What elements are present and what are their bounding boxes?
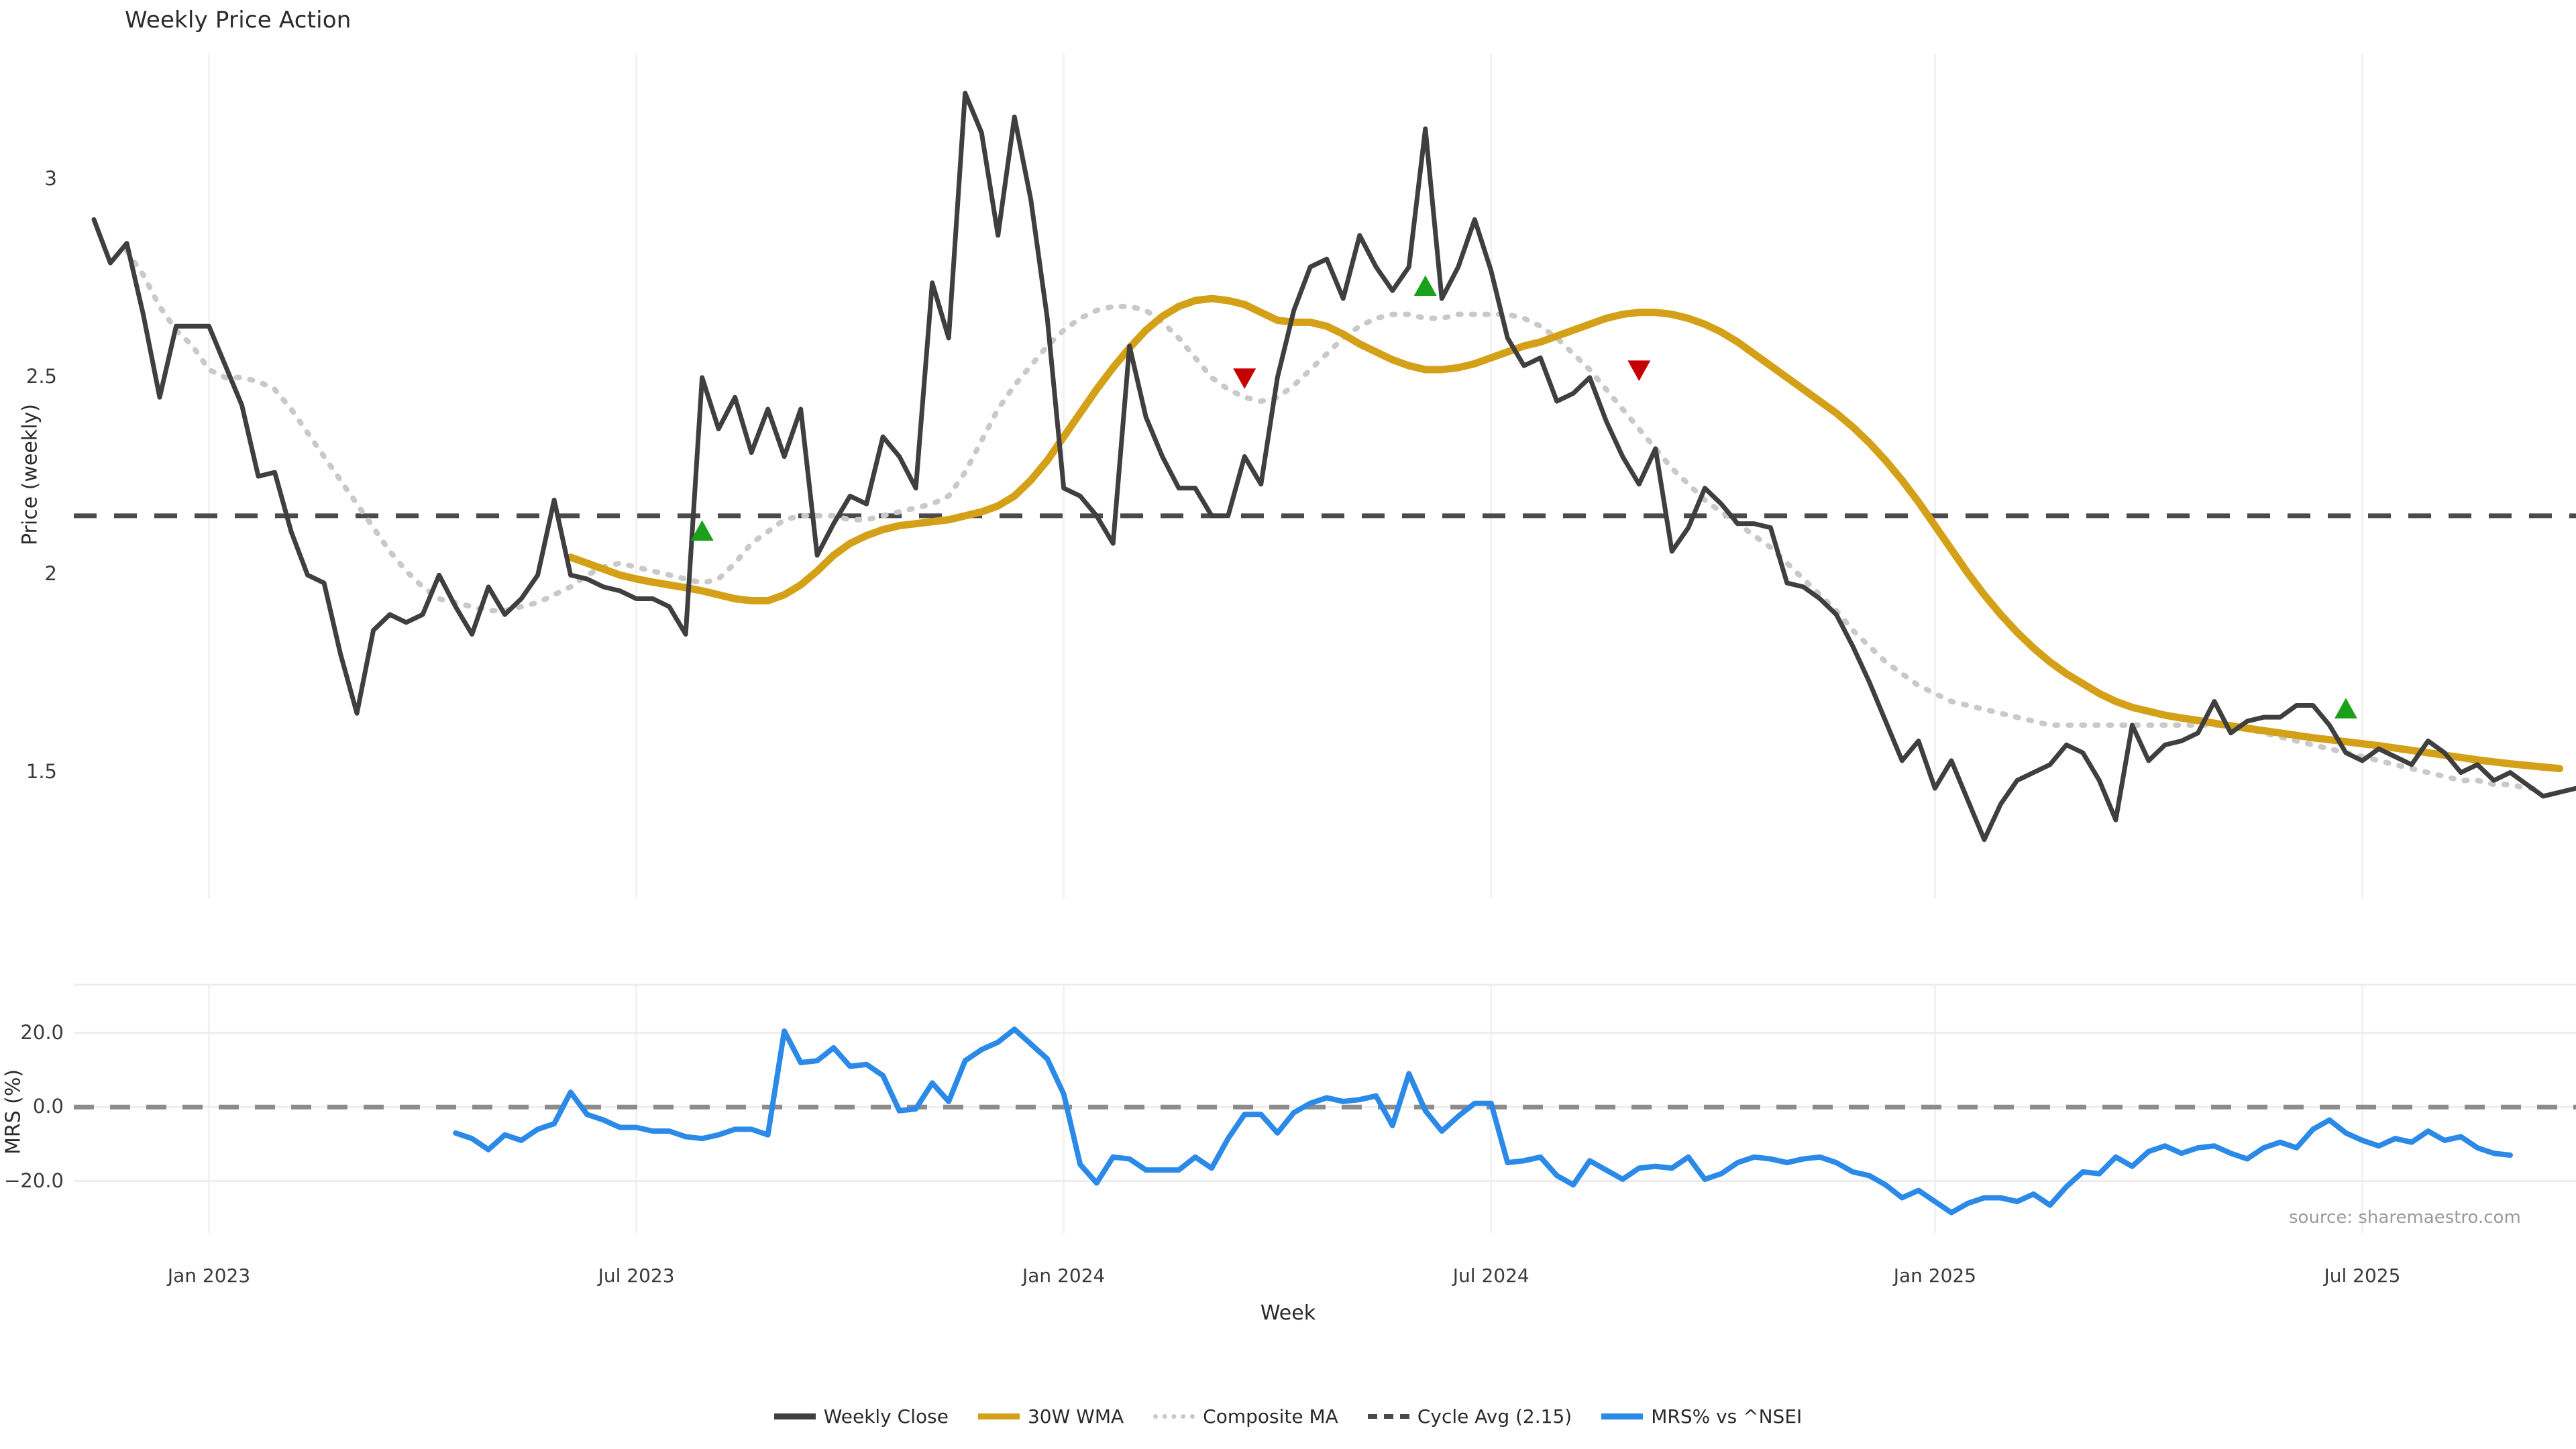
- legend-item-2[interactable]: Composite MA: [1153, 1405, 1338, 1428]
- solid-line-swatch: [977, 1413, 1020, 1419]
- x-tick-2: Jan 2024: [1022, 1265, 1106, 1287]
- mrs-line: [453, 1026, 2513, 1216]
- x-tick-0: Jan 2023: [167, 1265, 251, 1287]
- x-tick-3: Jul 2024: [1452, 1265, 1529, 1287]
- legend-label-2: Composite MA: [1203, 1405, 1338, 1428]
- source-note: source: sharemaestro.com: [2289, 1208, 2521, 1228]
- composite-ma-line: [124, 248, 2546, 792]
- legend-label-4: MRS% vs ^NSEI: [1651, 1405, 1803, 1428]
- mrs-ytick-0: 20.0: [20, 1020, 64, 1044]
- sell-marker-1: [1233, 368, 1256, 389]
- legend-item-0[interactable]: Weekly Close: [773, 1405, 949, 1428]
- legend-item-3[interactable]: Cycle Avg (2.15): [1367, 1405, 1572, 1428]
- dashed-line-swatch: [1367, 1414, 1409, 1419]
- price-ytick-2: 2: [44, 562, 57, 586]
- price-ytick-1: 2.5: [25, 364, 57, 388]
- price-ytick-3: 1.5: [25, 759, 57, 783]
- mrs-ytick-1: 0.0: [32, 1095, 64, 1118]
- legend-item-1[interactable]: 30W WMA: [977, 1405, 1124, 1428]
- weekly-close-line: [91, 91, 2576, 843]
- buy-marker-4: [2334, 698, 2357, 718]
- dotted-line-swatch: [1153, 1414, 1195, 1419]
- chart-legend: Weekly Close 30W WMA Composite MA Cycle Avg…: [0, 1405, 2576, 1428]
- wma-line: [567, 294, 2563, 773]
- mrs-ytick-2: −20.0: [4, 1169, 64, 1192]
- price-ytick-0: 3: [44, 167, 57, 191]
- sell-marker-3: [1627, 360, 1651, 382]
- legend-label-3: Cycle Avg (2.15): [1417, 1405, 1572, 1428]
- page-title: Weekly Price Action: [125, 7, 352, 34]
- solid-line-swatch: [773, 1413, 816, 1419]
- legend-item-4[interactable]: MRS% vs ^NSEI: [1601, 1405, 1802, 1428]
- buy-marker-0: [690, 520, 714, 541]
- buy-marker-2: [1413, 275, 1437, 296]
- legend-label-1: 30W WMA: [1027, 1405, 1124, 1428]
- legend-label-0: Weekly Close: [823, 1405, 949, 1428]
- x-tick-4: Jan 2025: [1893, 1265, 1977, 1287]
- solid-line-swatch: [1601, 1413, 1644, 1419]
- x-tick-1: Jul 2023: [598, 1265, 675, 1287]
- x-tick-5: Jul 2025: [2324, 1265, 2401, 1287]
- x-axis-label: Week: [1260, 1301, 1316, 1325]
